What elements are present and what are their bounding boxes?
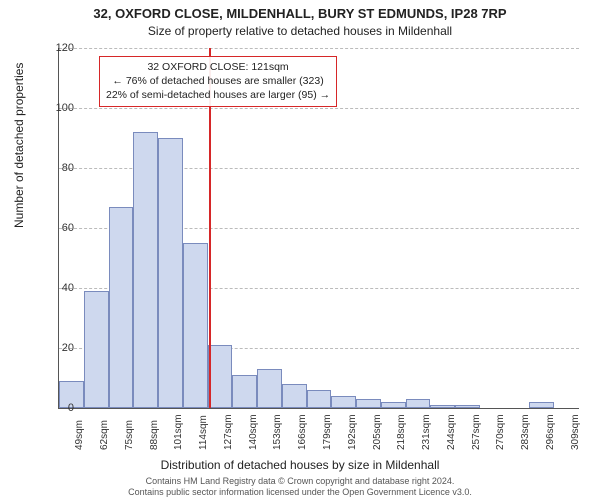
plot-area: 32 OXFORD CLOSE: 121sqm ← 76% of detache… — [58, 48, 579, 409]
attribution-line2: Contains public sector information licen… — [0, 487, 600, 498]
x-tick-label: 270sqm — [495, 414, 506, 450]
x-tick-label: 231sqm — [421, 414, 432, 450]
y-tick-label: 80 — [44, 162, 74, 174]
y-axis-label: Number of detached properties — [12, 63, 26, 228]
x-tick-label: 205sqm — [372, 414, 383, 450]
histogram-bar — [84, 291, 109, 408]
x-tick-label: 75sqm — [124, 420, 135, 450]
x-tick-label: 153sqm — [272, 414, 283, 450]
x-tick-label: 49sqm — [74, 420, 85, 450]
x-tick-label: 127sqm — [223, 414, 234, 450]
y-tick-label: 100 — [44, 102, 74, 114]
annotation-box: 32 OXFORD CLOSE: 121sqm ← 76% of detache… — [99, 56, 337, 107]
histogram-bar — [232, 375, 257, 408]
x-tick-label: 140sqm — [248, 414, 259, 450]
histogram-bar — [282, 384, 307, 408]
x-tick-label: 296sqm — [545, 414, 556, 450]
histogram-bar — [529, 402, 554, 408]
histogram-bar — [430, 405, 455, 408]
x-tick-label: 179sqm — [322, 414, 333, 450]
histogram-bar — [356, 399, 381, 408]
attribution-line1: Contains HM Land Registry data © Crown c… — [0, 476, 600, 487]
histogram-bar — [133, 132, 158, 408]
x-tick-label: 114sqm — [198, 415, 209, 450]
annotation-line1: 32 OXFORD CLOSE: 121sqm — [106, 60, 330, 74]
chart-container: 32, OXFORD CLOSE, MILDENHALL, BURY ST ED… — [0, 0, 600, 500]
annotation-line2: ← 76% of detached houses are smaller (32… — [106, 74, 330, 88]
x-tick-label: 166sqm — [297, 414, 308, 450]
gridline — [59, 48, 579, 49]
y-tick-label: 40 — [44, 282, 74, 294]
histogram-bar — [183, 243, 208, 408]
histogram-bar — [406, 399, 431, 408]
x-tick-label: 62sqm — [99, 420, 110, 450]
x-tick-label: 309sqm — [570, 414, 581, 450]
x-tick-label: 101sqm — [173, 414, 184, 450]
histogram-bar — [109, 207, 134, 408]
x-tick-label: 257sqm — [471, 414, 482, 450]
y-tick-label: 20 — [44, 342, 74, 354]
histogram-bar — [455, 405, 480, 408]
x-axis-label: Distribution of detached houses by size … — [0, 458, 600, 472]
x-tick-label: 283sqm — [520, 414, 531, 450]
histogram-bar — [257, 369, 282, 408]
histogram-bar — [381, 402, 406, 408]
y-tick-label: 60 — [44, 222, 74, 234]
gridline — [59, 108, 579, 109]
annotation-line3: 22% of semi-detached houses are larger (… — [106, 88, 330, 102]
x-tick-label: 88sqm — [149, 420, 160, 450]
attribution: Contains HM Land Registry data © Crown c… — [0, 476, 600, 498]
chart-subtitle: Size of property relative to detached ho… — [0, 24, 600, 38]
histogram-bar — [208, 345, 233, 408]
histogram-bar — [307, 390, 332, 408]
x-tick-label: 244sqm — [446, 414, 457, 450]
chart-title: 32, OXFORD CLOSE, MILDENHALL, BURY ST ED… — [0, 6, 600, 21]
x-tick-label: 218sqm — [396, 414, 407, 450]
y-tick-label: 120 — [44, 42, 74, 54]
y-tick-label: 0 — [44, 402, 74, 414]
x-tick-label: 192sqm — [347, 414, 358, 450]
histogram-bar — [331, 396, 356, 408]
histogram-bar — [158, 138, 183, 408]
